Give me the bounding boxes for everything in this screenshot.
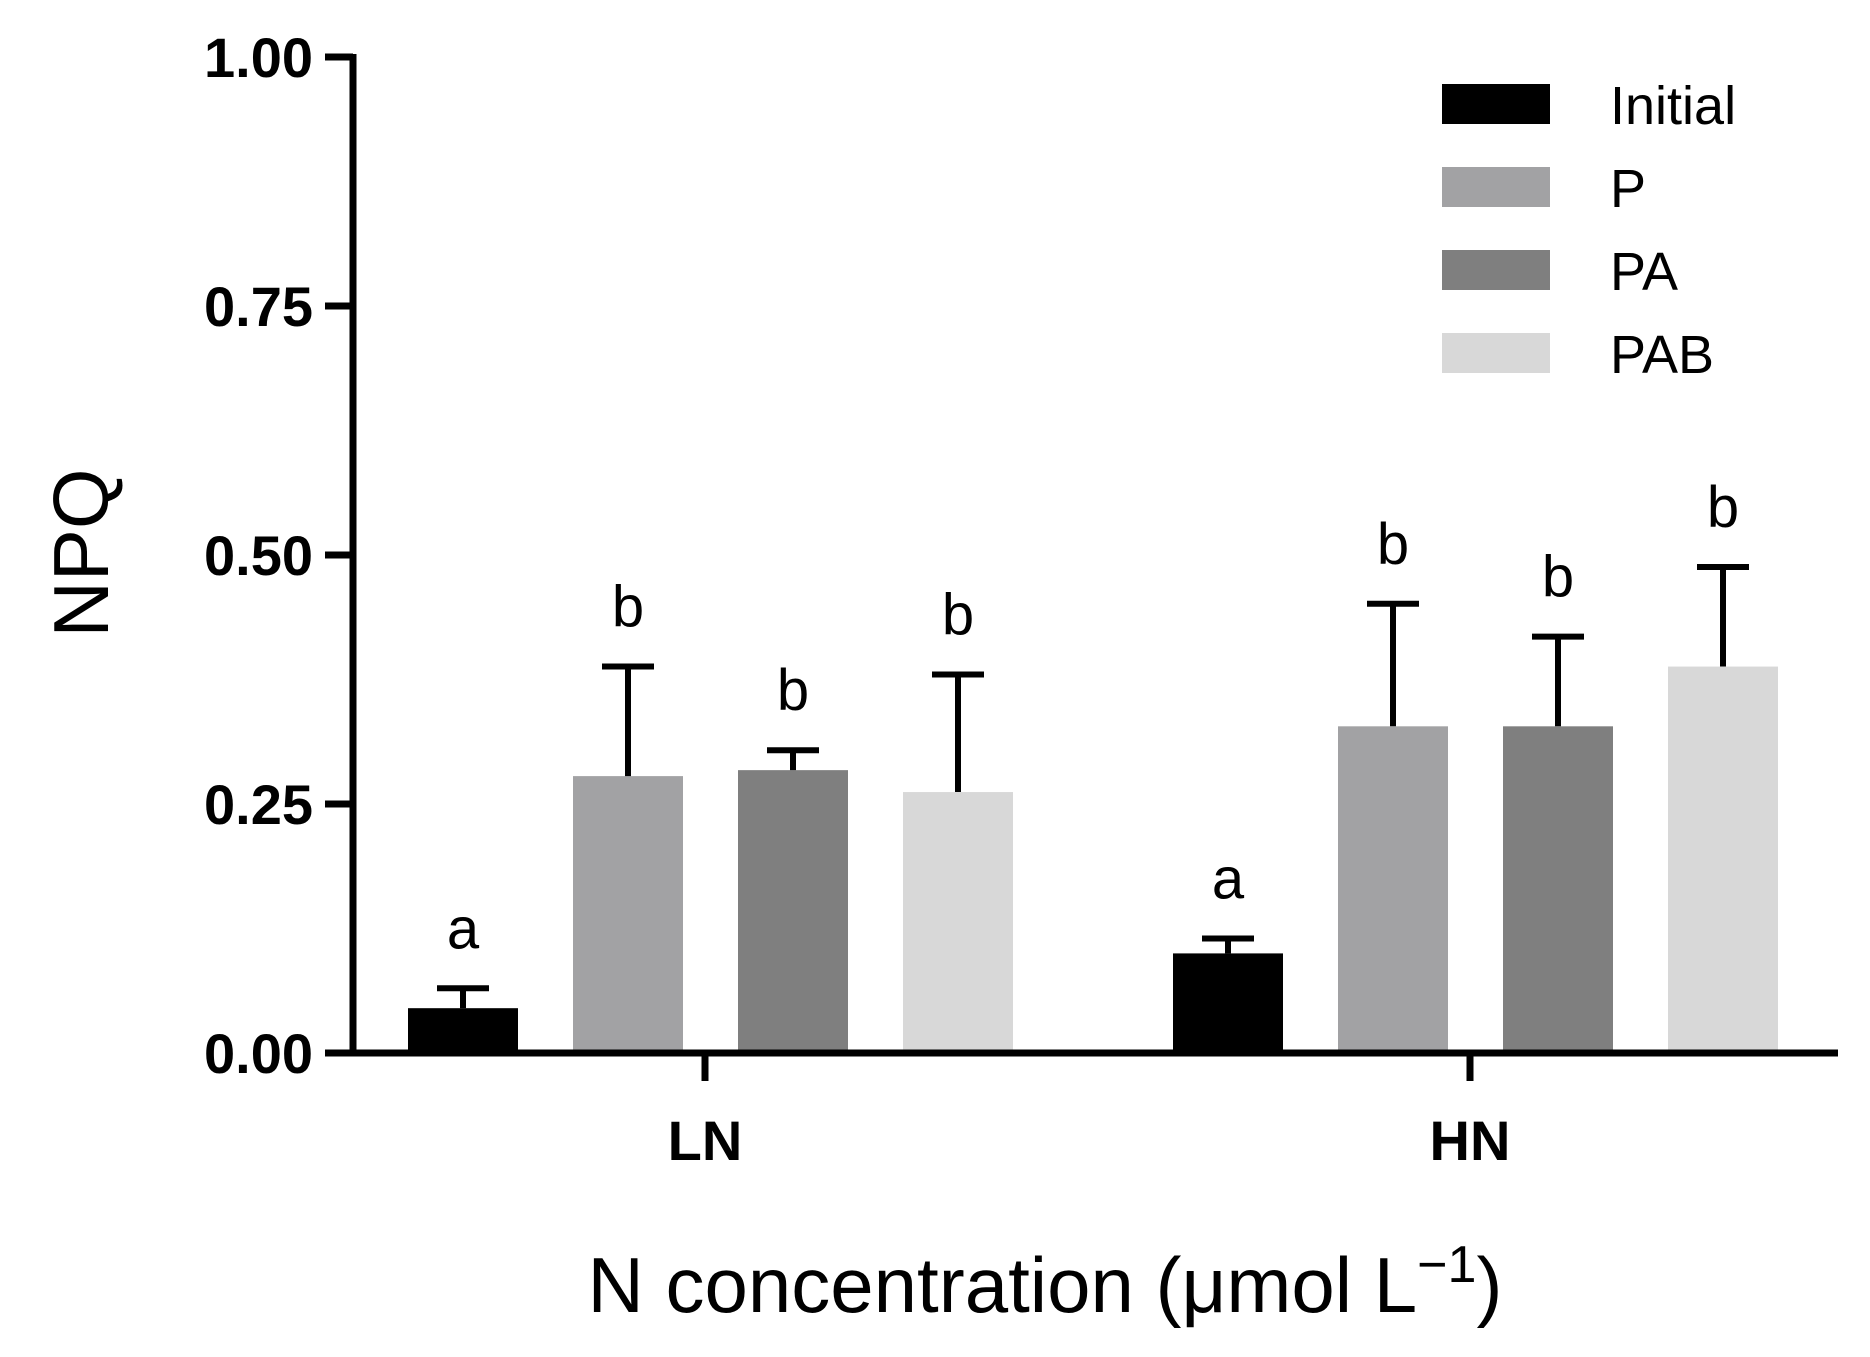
- x-tick-label-hn: HN: [1430, 1109, 1511, 1172]
- bar-ln-pa: [738, 770, 848, 1053]
- significance-label-ln-pab: b: [942, 583, 974, 648]
- significance-label-hn-initial: a: [1212, 846, 1245, 911]
- legend-label-pab: PAB: [1610, 325, 1714, 385]
- y-axis-title: NPQ: [37, 468, 125, 637]
- labels-layer: a a b b b b b b: [447, 475, 1739, 961]
- significance-label-ln-pa: b: [777, 658, 809, 723]
- legend-label-initial: Initial: [1610, 76, 1736, 136]
- axes-layer: 0.00 0.25 0.50 0.75 1.00 LN HN: [204, 26, 1838, 1172]
- bars-layer: [408, 563, 1778, 1053]
- y-tick-label: 0.50: [204, 524, 313, 587]
- legend-swatch-initial: [1442, 84, 1550, 124]
- bar-hn-pab: [1668, 666, 1778, 1053]
- legend-swatch-pab: [1442, 333, 1550, 373]
- significance-label-ln-p: b: [612, 575, 644, 640]
- y-tick-label: 0.75: [204, 275, 313, 338]
- bar-ln-initial: [408, 1008, 518, 1053]
- significance-label-ln-initial: a: [447, 896, 480, 961]
- x-axis-title-main: N concentration (μmol L: [588, 1241, 1418, 1329]
- x-axis-title: N concentration (μmol L−1): [588, 1236, 1503, 1329]
- legend-swatch-pa: [1442, 250, 1550, 290]
- x-tick-label-ln: LN: [668, 1109, 743, 1172]
- bar-ln-p: [573, 776, 683, 1053]
- significance-label-hn-pab: b: [1707, 475, 1739, 540]
- bar-hn-p: [1338, 726, 1448, 1053]
- bar-ln-pab: [903, 792, 1013, 1053]
- bar-hn-initial: [1173, 953, 1283, 1053]
- legend-label-p: P: [1610, 159, 1646, 219]
- legend: Initial P PA PAB: [1442, 76, 1736, 385]
- y-tick-label: 1.00: [204, 26, 313, 89]
- legend-label-pa: PA: [1610, 242, 1678, 302]
- significance-label-hn-pa: b: [1542, 545, 1574, 610]
- x-axis-title-close: ): [1476, 1241, 1502, 1329]
- legend-swatch-p: [1442, 167, 1550, 207]
- y-tick-label: 0.00: [204, 1022, 313, 1085]
- x-axis-title-superscript: −1: [1417, 1236, 1476, 1294]
- y-tick-label: 0.25: [204, 773, 313, 836]
- significance-label-hn-p: b: [1377, 512, 1409, 577]
- bar-hn-pa: [1503, 726, 1613, 1053]
